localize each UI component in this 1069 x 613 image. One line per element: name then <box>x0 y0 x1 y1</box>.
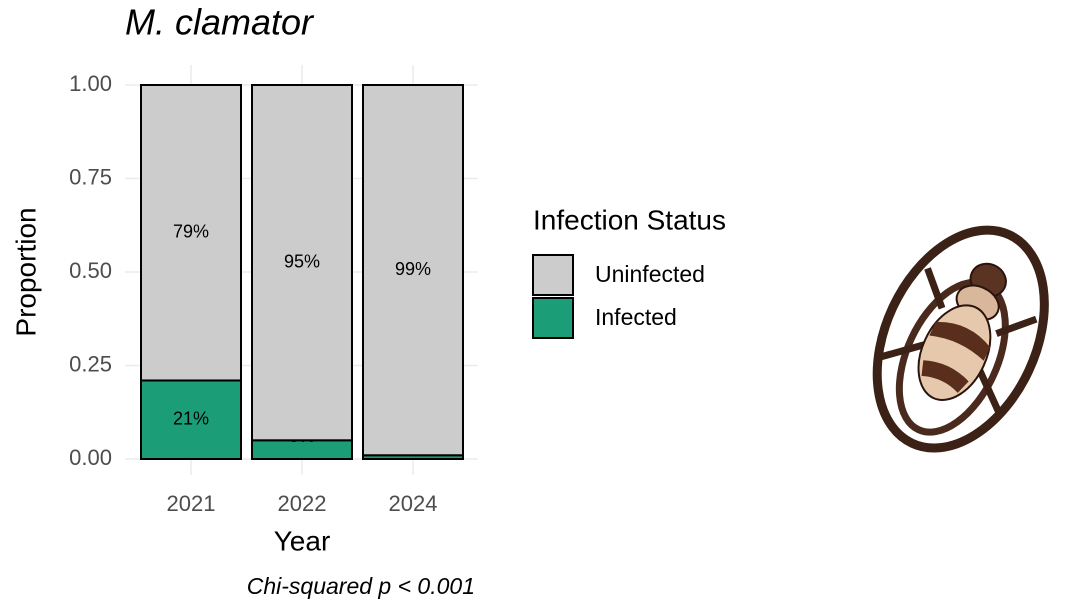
data-label: 99% <box>395 259 431 279</box>
x-tick-label: 2022 <box>278 491 327 516</box>
x-axis-label: Year <box>274 525 331 556</box>
data-label: 95% <box>284 251 320 271</box>
beetle-illustration <box>844 203 1069 475</box>
y-tick-label: 0.75 <box>69 164 112 189</box>
bars: 21%79%5%95%1%99% <box>141 85 463 459</box>
x-tick-label: 2021 <box>167 491 216 516</box>
legend-label: Infected <box>595 304 677 330</box>
legend: Uninfected Infected <box>533 255 705 338</box>
legend-label: Uninfected <box>595 261 705 287</box>
y-tick-label: 1.00 <box>69 71 112 96</box>
y-tick-label: 0.00 <box>69 445 112 470</box>
chart-title: M. clamator <box>125 2 315 43</box>
legend-title: Infection Status <box>533 204 726 235</box>
legend-key <box>533 298 573 338</box>
legend-key <box>533 255 573 295</box>
data-label: 21% <box>173 408 209 428</box>
x-tick-label: 2024 <box>389 491 438 516</box>
y-tick-label: 0.50 <box>69 258 112 283</box>
y-tick-label: 0.25 <box>69 351 112 376</box>
data-label: 79% <box>173 221 209 241</box>
y-axis-label: Proportion <box>10 207 41 336</box>
chart: M. clamator Proportion Year Chi-squared … <box>0 0 1069 613</box>
caption: Chi-squared p < 0.001 <box>247 573 475 599</box>
